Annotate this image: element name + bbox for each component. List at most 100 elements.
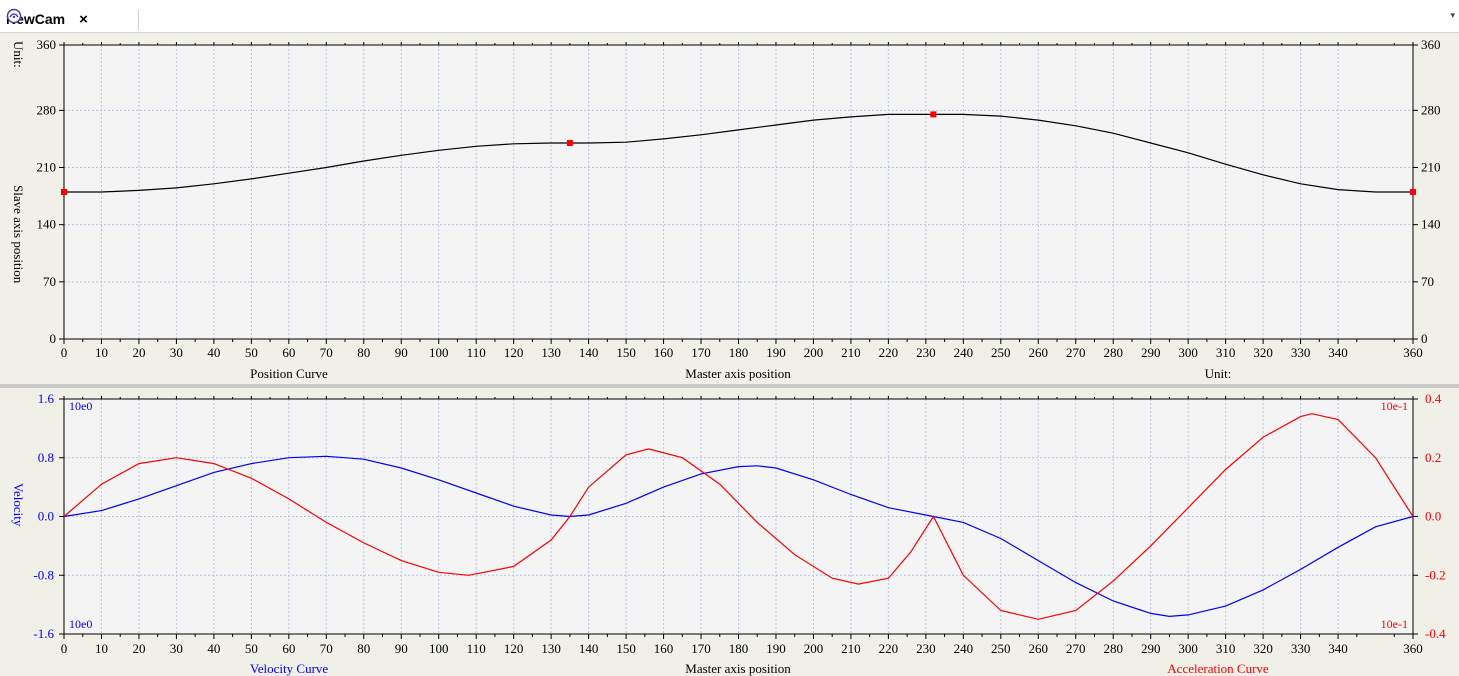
x-tick-label: 260	[1029, 345, 1049, 360]
position-keypoints[interactable]	[61, 111, 1416, 195]
keypoint-marker[interactable]	[566, 140, 573, 146]
motion-grid	[64, 398, 1413, 635]
x-tick-label: 80	[357, 345, 370, 360]
x-tick-label: 60	[282, 641, 295, 656]
x-tick-label: 90	[395, 345, 408, 360]
position-unit-bottom-label: Unit:	[1205, 366, 1232, 381]
x-tick-label: 260	[1029, 641, 1049, 656]
velocity-y-axis-title: Velocity	[11, 483, 26, 527]
acceleration-curve-label: Acceleration Curve	[1167, 661, 1269, 676]
x-tick-label: 10	[95, 345, 108, 360]
x-tick-label: 40	[207, 345, 220, 360]
x-tick-label: 50	[245, 641, 258, 656]
x-tick-label: 120	[504, 345, 524, 360]
x-tick-label: 360	[1403, 641, 1423, 656]
x-tick-label: 270	[1066, 345, 1086, 360]
x-tick-label: 210	[841, 345, 861, 360]
x-tick-label: 300	[1178, 641, 1198, 656]
panel-splitter[interactable]	[0, 384, 1459, 388]
x-tick-label: 330	[1291, 641, 1311, 656]
x-tick-label: 270	[1066, 641, 1086, 656]
x-tick-label: 80	[357, 641, 370, 656]
x-tick-label: 20	[132, 345, 145, 360]
x-tick-label: 240	[954, 345, 974, 360]
y-tick-label-right: 210	[1421, 160, 1441, 175]
x-tick-label: 20	[132, 641, 145, 656]
x-tick-label: 30	[170, 641, 183, 656]
y-tick-label-right: 280	[1421, 102, 1441, 117]
x-tick-label: 170	[691, 345, 711, 360]
y-tick-label-right: 360	[1421, 37, 1441, 52]
x-tick-label: 10	[95, 641, 108, 656]
velocity-tick-label: 1.6	[38, 391, 55, 406]
x-tick-label: 70	[320, 641, 333, 656]
x-tick-label: 100	[429, 641, 449, 656]
keypoint-marker[interactable]	[930, 111, 937, 118]
x-tick-label: 240	[954, 641, 974, 656]
x-tick-label: 360	[1403, 345, 1423, 360]
position-x-axis-title: Master axis position	[685, 366, 791, 381]
x-tick-label: 200	[804, 345, 824, 360]
x-tick-label: 110	[467, 641, 486, 656]
x-tick-label: 310	[1216, 641, 1236, 656]
keypoint-marker[interactable]	[61, 189, 67, 195]
acceleration-tick-label: 0.4	[1425, 391, 1442, 406]
position-y-axis-title: Slave axis position	[11, 185, 26, 284]
velocity-tick-label: 0.8	[38, 450, 54, 465]
x-tick-label: 280	[1103, 345, 1123, 360]
motion-x-ticks: 0 10 20 30 40 50 60 70 80 90 100 110 120 130 140 150 160…	[61, 396, 1423, 656]
x-tick-label: 190	[766, 345, 786, 360]
y-tick-label-right: 70	[1421, 274, 1434, 289]
x-tick-label: 150	[616, 345, 636, 360]
y-tick-label: 140	[37, 217, 57, 232]
x-tick-label: 310	[1216, 345, 1236, 360]
position-y-ticks: 0 0 70 70 140 140 210 210 280 280 360 360	[37, 37, 1441, 346]
cam-icon	[6, 8, 22, 24]
x-tick-label: 200	[804, 641, 824, 656]
x-tick-label: 290	[1141, 345, 1161, 360]
close-icon[interactable]: ×	[79, 10, 88, 28]
motion-chart[interactable]: 1.6 0.8 0.0 -0.8 -1.6 0.4 0.2 0.0 -0.2 -0.4 0 10 2…	[0, 388, 1459, 676]
chevron-down-icon[interactable]: ▾	[1450, 10, 1455, 20]
velocity-tick-label: 0.0	[38, 509, 54, 524]
y-tick-label: 210	[37, 160, 57, 175]
x-tick-label: 280	[1103, 641, 1123, 656]
x-tick-label: 120	[504, 641, 524, 656]
position-grid	[64, 45, 1413, 339]
velocity-curve-label: Velocity Curve	[250, 661, 329, 676]
x-tick-label: 70	[320, 345, 333, 360]
x-tick-label: 170	[691, 641, 711, 656]
tab-newcam[interactable]: NewCam ×	[6, 8, 88, 30]
x-tick-label: 0	[61, 641, 68, 656]
y-tick-label: 0	[50, 331, 57, 346]
x-tick-label: 190	[766, 641, 786, 656]
y-tick-label-right: 140	[1421, 217, 1441, 232]
tab-bar: NewCam × ▾	[0, 0, 1459, 33]
keypoint-marker[interactable]	[1410, 189, 1416, 195]
x-tick-label: 110	[467, 345, 486, 360]
x-tick-label: 90	[395, 641, 408, 656]
position-chart-panel[interactable]: 0 0 70 70 140 140 210 210 280 280 360 360 0 10 20 30 40…	[0, 33, 1459, 384]
x-tick-label: 340	[1328, 641, 1348, 656]
x-tick-label: 340	[1328, 345, 1348, 360]
x-tick-label: 180	[729, 345, 749, 360]
x-tick-label: 160	[654, 641, 674, 656]
x-tick-label: 180	[729, 641, 749, 656]
acceleration-tick-label: 0.2	[1425, 450, 1441, 465]
velocity-tick-label: -1.6	[33, 626, 54, 641]
x-tick-label: 140	[579, 641, 599, 656]
x-tick-label: 250	[991, 641, 1011, 656]
y-tick-label: 70	[43, 274, 56, 289]
position-x-ticks: 0 10 20 30 40 50 60 70 80 90 100 110 120 130 140 150 160…	[61, 42, 1423, 360]
x-tick-label: 30	[170, 345, 183, 360]
x-tick-label: 130	[541, 345, 561, 360]
motion-x-axis-title: Master axis position	[685, 661, 791, 676]
motion-chart-panel[interactable]: 1.6 0.8 0.0 -0.8 -1.6 0.4 0.2 0.0 -0.2 -0.4 0 10 2…	[0, 388, 1459, 676]
x-tick-label: 0	[61, 345, 68, 360]
x-tick-label: 320	[1253, 641, 1273, 656]
acceleration-scale-bottom: 10e-1	[1381, 617, 1408, 631]
y-tick-label: 360	[37, 37, 57, 52]
y-tick-label-right: 0	[1421, 331, 1428, 346]
x-tick-label: 220	[879, 641, 899, 656]
